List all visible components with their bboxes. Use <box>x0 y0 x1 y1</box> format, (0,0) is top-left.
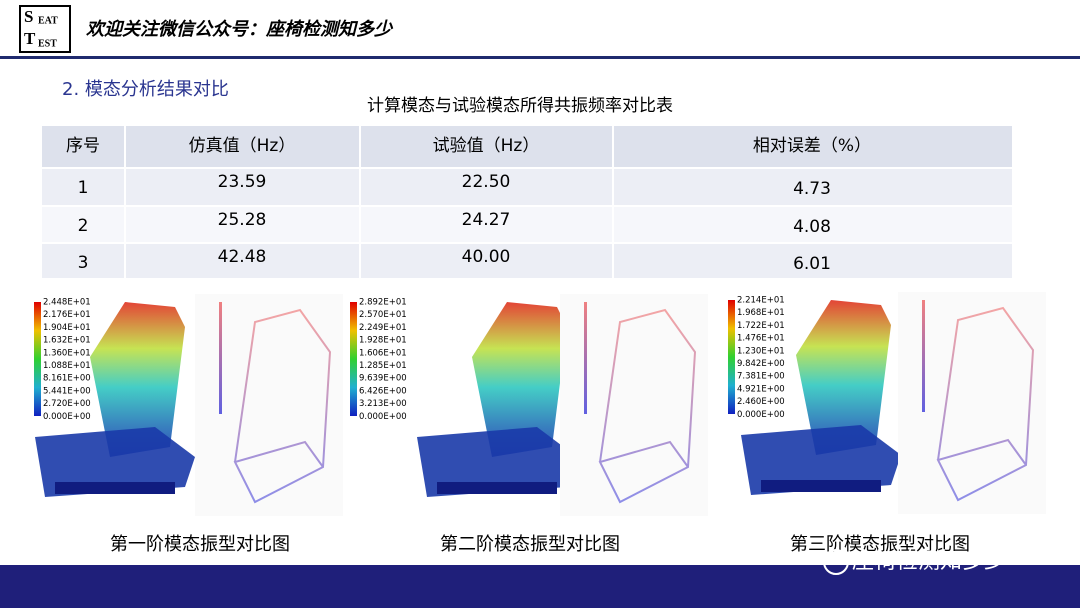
colorbar <box>728 300 735 414</box>
logo: T <box>24 29 36 48</box>
legend-label: 0.000E+00 <box>737 410 785 420</box>
table-cell: 24.27 <box>462 210 511 230</box>
legend-label: 2.214E+01 <box>737 296 785 306</box>
legend-label: 1.722E+01 <box>737 321 785 331</box>
legend-label: 2.720E+00 <box>43 399 91 409</box>
table-cell: 2 <box>78 216 89 236</box>
legend-label: 8.161E+00 <box>43 374 91 384</box>
table-row <box>42 168 1012 206</box>
table-cell: 22.50 <box>462 172 511 192</box>
figure: 2.214E+01 1.968E+01 1.722E+01 1.476E+01 1.23… <box>728 292 1046 555</box>
legend-label: 3.213E+00 <box>359 399 407 409</box>
legend-label: 2.460E+00 <box>737 397 785 407</box>
legend-label: 2.176E+01 <box>43 310 91 320</box>
legend-label: 1.476E+01 <box>737 334 785 344</box>
legend-label: 1.904E+01 <box>43 323 91 333</box>
seat-cushion <box>741 425 901 495</box>
mode-scale <box>922 300 925 412</box>
legend-label: 0.000E+00 <box>359 412 407 422</box>
legend-label: 0.000E+00 <box>43 412 91 422</box>
legend-label: 9.639E+00 <box>359 374 407 384</box>
column-header: 序号 <box>66 136 100 156</box>
seat-cushion <box>35 427 195 497</box>
footer-band <box>0 565 1080 608</box>
mode-scale <box>219 302 222 414</box>
seat-backrest <box>472 302 567 457</box>
table-cell: 6.01 <box>793 254 831 274</box>
mode-panel <box>898 292 1046 514</box>
seat-backrest <box>90 302 185 457</box>
colorbar <box>34 302 41 416</box>
header-rule <box>0 56 1080 59</box>
legend-label: 1.088E+01 <box>43 361 91 371</box>
mode-scale <box>584 302 587 414</box>
table-cell: 4.73 <box>793 179 831 199</box>
table-cell: 23.59 <box>218 172 267 192</box>
logo: EST <box>38 38 57 49</box>
seat-rail <box>761 480 881 492</box>
figure: 2.892E+01 2.570E+01 2.249E+01 1.928E+01 1.60… <box>350 294 708 555</box>
seat-cushion <box>417 427 577 497</box>
legend-label: 6.426E+00 <box>359 386 407 396</box>
colorbar <box>350 302 357 416</box>
legend-label: 1.968E+01 <box>737 308 785 318</box>
watermark: 座椅检测知多少 <box>852 549 1006 574</box>
legend-label: 2.448E+01 <box>43 298 91 308</box>
legend-label: 7.381E+00 <box>737 372 785 382</box>
legend-label: 1.928E+01 <box>359 336 407 346</box>
table-cell: 3 <box>78 253 89 273</box>
table-cell: 1 <box>78 178 89 198</box>
mode-panel <box>195 294 343 516</box>
legend-label: 1.230E+01 <box>737 346 785 356</box>
logo: S <box>24 7 33 26</box>
section-title: 2. 模态分析结果对比 <box>62 79 229 100</box>
table-row <box>42 125 1012 168</box>
column-header: 相对误差（%） <box>753 136 871 156</box>
table-row <box>42 206 1012 243</box>
figure-caption: 第二阶模态振型对比图 <box>440 534 620 555</box>
seat-rail <box>437 482 557 494</box>
legend-label: 1.632E+01 <box>43 336 91 346</box>
seat-backrest <box>796 300 891 455</box>
table-title: 计算模态与试验模态所得共振频率对比表 <box>367 96 673 116</box>
table-cell: 25.28 <box>218 210 267 230</box>
figure-caption: 第一阶模态振型对比图 <box>110 534 290 555</box>
legend-label: 2.249E+01 <box>359 323 407 333</box>
table-cell: 4.08 <box>793 217 831 237</box>
mode-shape <box>598 308 697 504</box>
mode-shape <box>936 306 1035 502</box>
logo-box <box>19 5 71 53</box>
table-cell: 42.48 <box>218 247 267 267</box>
mode-panel <box>560 294 708 516</box>
legend-label: 1.606E+01 <box>359 348 407 358</box>
legend-label: 1.285E+01 <box>359 361 407 371</box>
column-header: 仿真值（Hz） <box>189 136 296 156</box>
table-row <box>42 243 1012 278</box>
legend-label: 4.921E+00 <box>737 384 785 394</box>
legend-label: 2.892E+01 <box>359 298 407 308</box>
table-cell: 40.00 <box>462 247 511 267</box>
figure: 2.448E+01 2.176E+01 1.904E+01 1.632E+01 1.36… <box>34 294 343 555</box>
seat-rail <box>55 482 175 494</box>
legend-label: 9.842E+00 <box>737 359 785 369</box>
column-header: 试验值（Hz） <box>433 136 540 156</box>
mode-shape <box>233 308 332 504</box>
legend-label: 5.441E+00 <box>43 386 91 396</box>
legend-label: 2.570E+01 <box>359 310 407 320</box>
logo: EAT <box>38 15 58 26</box>
header-text: 欢迎关注微信公众号：座椅检测知多少 <box>86 19 394 40</box>
legend-label: 1.360E+01 <box>43 348 91 358</box>
watermark-icon <box>823 549 849 575</box>
